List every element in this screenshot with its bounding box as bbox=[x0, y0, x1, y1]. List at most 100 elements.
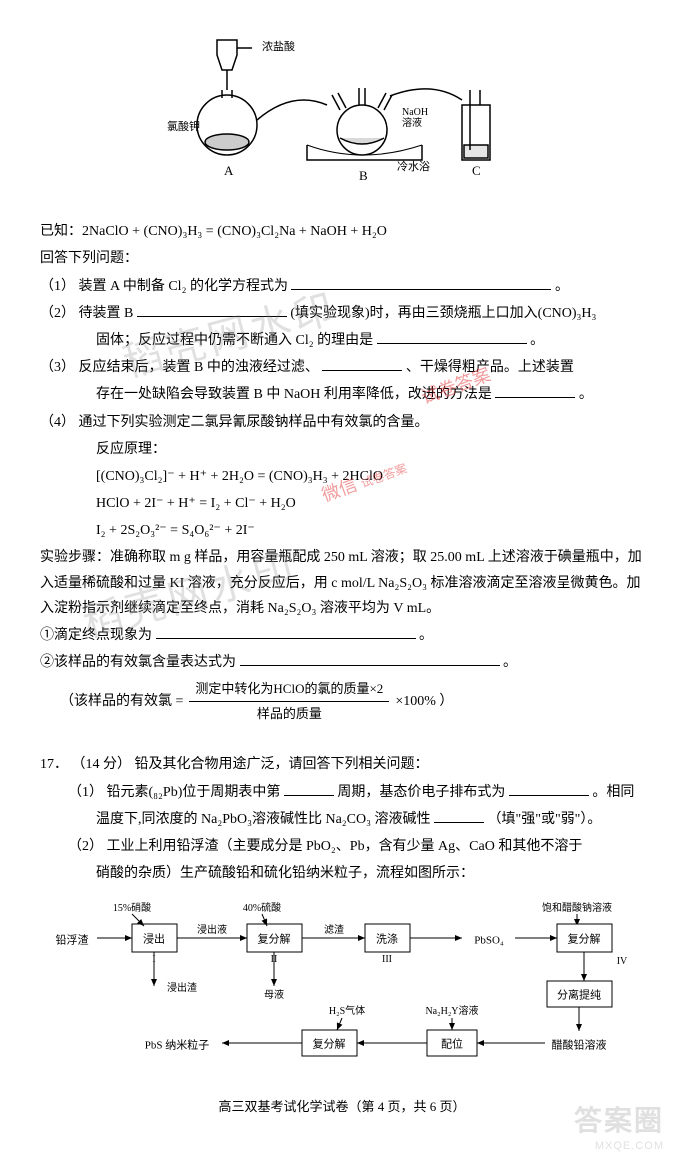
q17-points: （14 分） bbox=[72, 757, 132, 772]
q17-1-l1: （1） 铅元素(₈₂Pb)位于周期表中第 周期，基态价电子排布式为 。相同 bbox=[40, 780, 644, 805]
q17-2-b: 硝酸的杂质）生产硫酸铅和硫化铅纳米粒子，流程如图所示： bbox=[96, 866, 474, 881]
q3-b: 、干燥得粗产品。上述装置 bbox=[406, 360, 574, 375]
q3-l1: （3） 反应结束后，装置 B 中的浊液经过滤、 、干燥得粗产品。上述装置 bbox=[40, 355, 644, 380]
label-cooling: 冷水浴 bbox=[397, 160, 430, 173]
q17-2-l1: （2） 工业上利用铅浮渣（主要成分是 PbO₂、Pb，含有少量 Ag、CaO 和… bbox=[40, 834, 644, 859]
flow-pbs: PbS 纳米粒子 bbox=[145, 1038, 210, 1052]
q17-1-blank1 bbox=[284, 781, 334, 796]
flow-sub4: IV bbox=[617, 956, 628, 967]
q2-tail: 。 bbox=[530, 333, 544, 348]
formula-prefix: （该样品的有效氯 = bbox=[60, 689, 183, 714]
label-acid: 浓盐酸 bbox=[262, 39, 295, 53]
known-equation: 已知：2NaClO + (CNO)₃H₃ = (CNO)₃Cl₂Na + NaO… bbox=[40, 219, 644, 244]
steps: 实验步骤：准确称取 m g 样品，用容量瓶配成 250 mL 溶液；取 25.0… bbox=[40, 545, 644, 621]
q1-tail: 。 bbox=[555, 279, 569, 294]
q4-eq2: HClO + 2I⁻ + H⁺ = I₂ + Cl⁻ + H₂O bbox=[40, 491, 644, 516]
q1-text: 装置 A 中制备 Cl₂ 的化学方程式为 bbox=[79, 279, 288, 294]
q2-l2: 固体；反应过程中仍需不断通入 Cl₂ 的理由是 。 bbox=[40, 328, 644, 353]
sub1: ①滴定终点现象为 。 bbox=[40, 623, 644, 648]
q2-c: 固体；反应过程中仍需不断通入 Cl₂ 的理由是 bbox=[96, 333, 373, 348]
label-B: B bbox=[359, 168, 368, 183]
flow-box6: 复分解 bbox=[313, 1037, 346, 1051]
q1-blank bbox=[291, 275, 551, 290]
formula-note: （该样品的有效氯 = 测定中转化为HClO的氯的质量×2 样品的质量 ×100%… bbox=[40, 677, 644, 725]
label-reagent: 氯酸钾 bbox=[167, 119, 200, 133]
flow-l2: 浸出液 bbox=[197, 923, 227, 936]
sub2-text: 该样品的有效氯含量表达式为 bbox=[54, 655, 236, 670]
q4-eq1: [(CNO)₃Cl₂]⁻ + H⁺ + 2H₂O = (CNO)₃H₃ + 2H… bbox=[40, 464, 644, 489]
q3-num: （3） bbox=[40, 360, 75, 375]
q17-intro: 铅及其化合物用途广泛，请回答下列相关问题： bbox=[135, 757, 429, 772]
q3-blank1 bbox=[322, 356, 402, 371]
q17-2-l2: 硝酸的杂质）生产硫酸铅和硫化铅纳米粒子，流程如图所示： bbox=[40, 861, 644, 886]
q17-num: 17． bbox=[40, 757, 68, 772]
q2-blank1 bbox=[137, 302, 287, 317]
q3-a: 反应结束后，装置 B 中的浊液经过滤、 bbox=[79, 360, 319, 375]
q3-l2: 存在一处缺陷会导致装置 B 中 NaOH 利用率降低，改进的方法是 。 bbox=[40, 382, 644, 407]
flow-sub3: III bbox=[382, 954, 392, 965]
page-footer: 高三双基考试化学试卷（第 4 页，共 6 页） bbox=[40, 1095, 644, 1118]
apparatus-diagram: 浓盐酸 氯酸钾 A NaOH 溶液 冷水浴 B bbox=[40, 30, 644, 209]
flow-box4: 复分解 bbox=[568, 932, 601, 946]
flow-l1: 15%硝酸 bbox=[113, 901, 151, 914]
steps-label: 实验步骤： bbox=[40, 550, 110, 565]
q4-num: （4） bbox=[40, 415, 75, 430]
q17-2-a: 工业上利用铅浮渣（主要成分是 PbO₂、Pb，含有少量 Ag、CaO 和其他不溶… bbox=[107, 839, 583, 854]
label-naoh-1: NaOH bbox=[402, 107, 428, 118]
q17: 17． （14 分） 铅及其化合物用途广泛，请回答下列相关问题： bbox=[40, 752, 644, 777]
q17-1-l2: 温度下,同浓度的 Na₂PbO₃溶液碱性比 Na₂CO₃ 溶液碱性 （填"强"或… bbox=[40, 807, 644, 832]
q2-num: （2） bbox=[40, 306, 75, 321]
q2-blank2 bbox=[377, 329, 527, 344]
sub1-blank bbox=[156, 624, 416, 639]
q3-tail: 。 bbox=[579, 387, 593, 402]
sub2-num: ② bbox=[40, 655, 54, 670]
q17-1-c: 。相同 bbox=[592, 785, 634, 800]
q2-l1: （2） 待装置 B (填实验现象)时，再由三颈烧瓶上口加入(CNO)₃H₃ bbox=[40, 301, 644, 326]
frac-bot: 样品的质量 bbox=[251, 702, 328, 725]
flow-box5: 配位 bbox=[441, 1037, 463, 1051]
q2-a: 待装置 B bbox=[79, 306, 134, 321]
steps-text: 准确称取 m g 样品，用容量瓶配成 250 mL 溶液；取 25.00 mL … bbox=[40, 550, 642, 615]
flow-svg: 铅浮渣 浸出 I 15%硝酸 浸出液 浸出渣 复分解 II 40%硫酸 母液 滤… bbox=[47, 896, 637, 1066]
sub2: ②该样品的有效氯含量表达式为 。 bbox=[40, 650, 644, 675]
q2-b: (填实验现象)时，再由三颈烧瓶上口加入(CNO)₃H₃ bbox=[290, 306, 596, 321]
label-A: A bbox=[224, 163, 234, 178]
formula-suffix: ×100% ） bbox=[395, 689, 453, 714]
q4-a: 通过下列实验测定二氯异氰尿酸钠样品中有效氯的含量。 bbox=[79, 415, 429, 430]
flow-l6: 母液 bbox=[264, 988, 284, 1001]
q17-1-d: 温度下,同浓度的 Na₂PbO₃溶液碱性比 Na₂CO₃ 溶液碱性 bbox=[96, 812, 431, 827]
q3-c: 存在一处缺陷会导致装置 B 中 NaOH 利用率降低，改进的方法是 bbox=[96, 387, 492, 402]
q17-2-num: （2） bbox=[68, 839, 103, 854]
flow-l5: 滤渣 bbox=[324, 923, 344, 936]
sub1-num: ① bbox=[40, 628, 54, 643]
flow-l7: H₂S气体 bbox=[329, 1004, 365, 1017]
flow-l3: 浸出渣 bbox=[167, 981, 197, 994]
q17-1-blank3 bbox=[434, 808, 484, 823]
flow-box7: 分离提纯 bbox=[557, 988, 601, 1002]
flow-box2: 复分解 bbox=[258, 932, 291, 946]
sub2-blank bbox=[240, 651, 500, 666]
flow-input: 铅浮渣 bbox=[56, 933, 89, 947]
q4-principle: 反应原理： bbox=[40, 437, 644, 462]
flow-box3: 洗涤 bbox=[376, 932, 398, 946]
label-naoh-2: 溶液 bbox=[402, 116, 422, 129]
flow-l9: 饱和醋酸钠溶液 bbox=[542, 901, 612, 914]
sub2-tail: 。 bbox=[503, 655, 517, 670]
q1-num: （1） bbox=[40, 279, 75, 294]
q4-eq3: I₂ + 2S₂O₃²⁻ = S₄O₆²⁻ + 2I⁻ bbox=[40, 518, 644, 543]
q1: （1） 装置 A 中制备 Cl₂ 的化学方程式为 。 bbox=[40, 274, 644, 299]
fraction: 测定中转化为HClO的氯的质量×2 样品的质量 bbox=[189, 677, 389, 725]
flow-l8: Na₂H₂Y溶液 bbox=[425, 1004, 478, 1017]
corner-sub: MXQE.COM bbox=[595, 1137, 664, 1157]
q4-l1: （4） 通过下列实验测定二氯异氰尿酸钠样品中有效氯的含量。 bbox=[40, 410, 644, 435]
q3-blank2 bbox=[495, 383, 575, 398]
sub1-tail: 。 bbox=[419, 628, 433, 643]
q17-1-a: 铅元素(₈₂Pb)位于周期表中第 bbox=[107, 785, 281, 800]
q17-1-num: （1） bbox=[68, 785, 103, 800]
q17-1-blank2 bbox=[509, 781, 589, 796]
flow-l4: 40%硫酸 bbox=[243, 901, 281, 914]
q17-1-e: （填"强"或"弱"）。 bbox=[488, 812, 602, 827]
flow-pbso4: PbSO₄ bbox=[474, 935, 504, 947]
flow-box1: 浸出 bbox=[143, 932, 165, 946]
answer-header: 回答下列问题： bbox=[40, 246, 644, 271]
